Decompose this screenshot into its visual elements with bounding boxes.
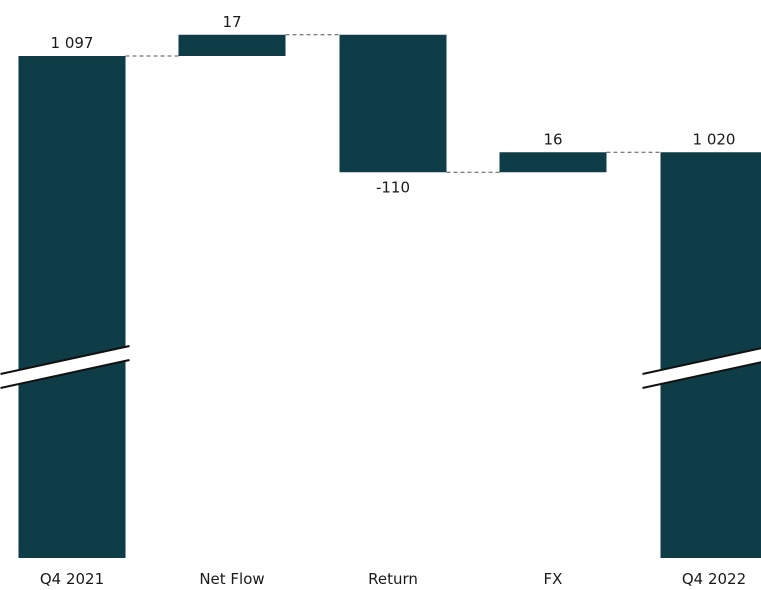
data-label-2: -110 xyxy=(376,178,410,196)
category-label-0: Q4 2021 xyxy=(40,570,104,586)
bar-3 xyxy=(500,152,607,172)
bar-1 xyxy=(179,35,286,56)
category-label-2: Return xyxy=(368,570,418,586)
category-label-4: Q4 2022 xyxy=(682,570,746,586)
data-label-3: 16 xyxy=(543,130,562,148)
category-label-1: Net Flow xyxy=(199,570,264,586)
data-label-0: 1 097 xyxy=(51,34,94,52)
category-label-3: FX xyxy=(544,570,563,586)
bar-2 xyxy=(340,35,447,173)
data-label-1: 17 xyxy=(222,13,241,31)
bar-0 xyxy=(19,56,126,558)
data-label-4: 1 020 xyxy=(693,130,736,148)
